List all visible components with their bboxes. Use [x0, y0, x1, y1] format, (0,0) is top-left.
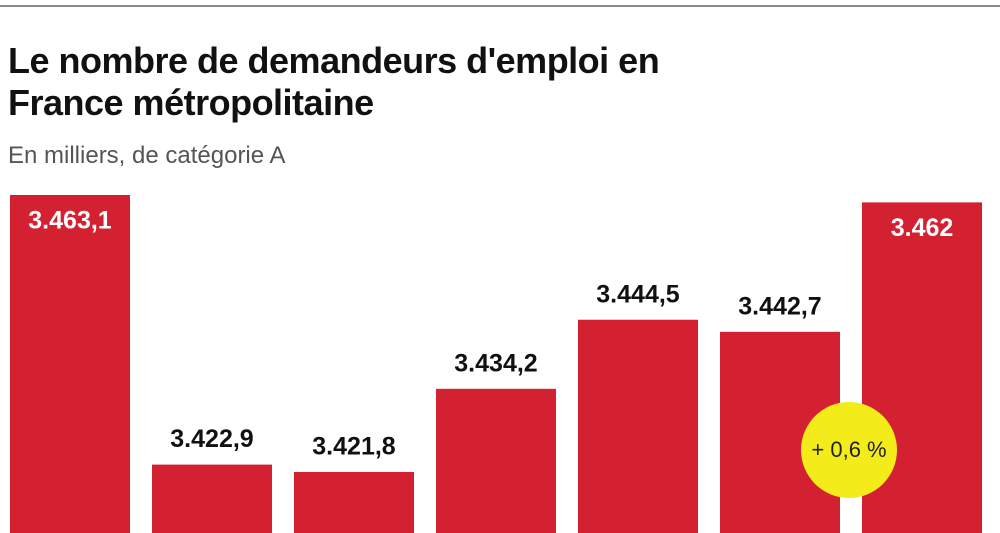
bar	[152, 464, 272, 533]
top-rule	[0, 5, 1000, 7]
annotation-badge	[801, 402, 897, 498]
chart-title: Le nombre de demandeurs d'emploi en Fran…	[8, 40, 660, 123]
value-label: 3.422,9	[170, 425, 253, 453]
value-label: 3.444,5	[596, 280, 680, 308]
value-label: 3.434,2	[454, 349, 537, 377]
value-label: 3.421,8	[312, 433, 396, 461]
value-label: 3.463,1	[28, 207, 112, 235]
bar	[436, 388, 556, 533]
annotation: + 0,6 %	[811, 437, 886, 462]
chart-subtitle: En milliers, de catégorie A	[8, 142, 286, 169]
bar	[294, 471, 414, 533]
value-label: 3.462	[891, 214, 954, 242]
value-label: 3.442,7	[738, 292, 821, 320]
bar	[578, 319, 698, 533]
bar	[10, 195, 130, 533]
